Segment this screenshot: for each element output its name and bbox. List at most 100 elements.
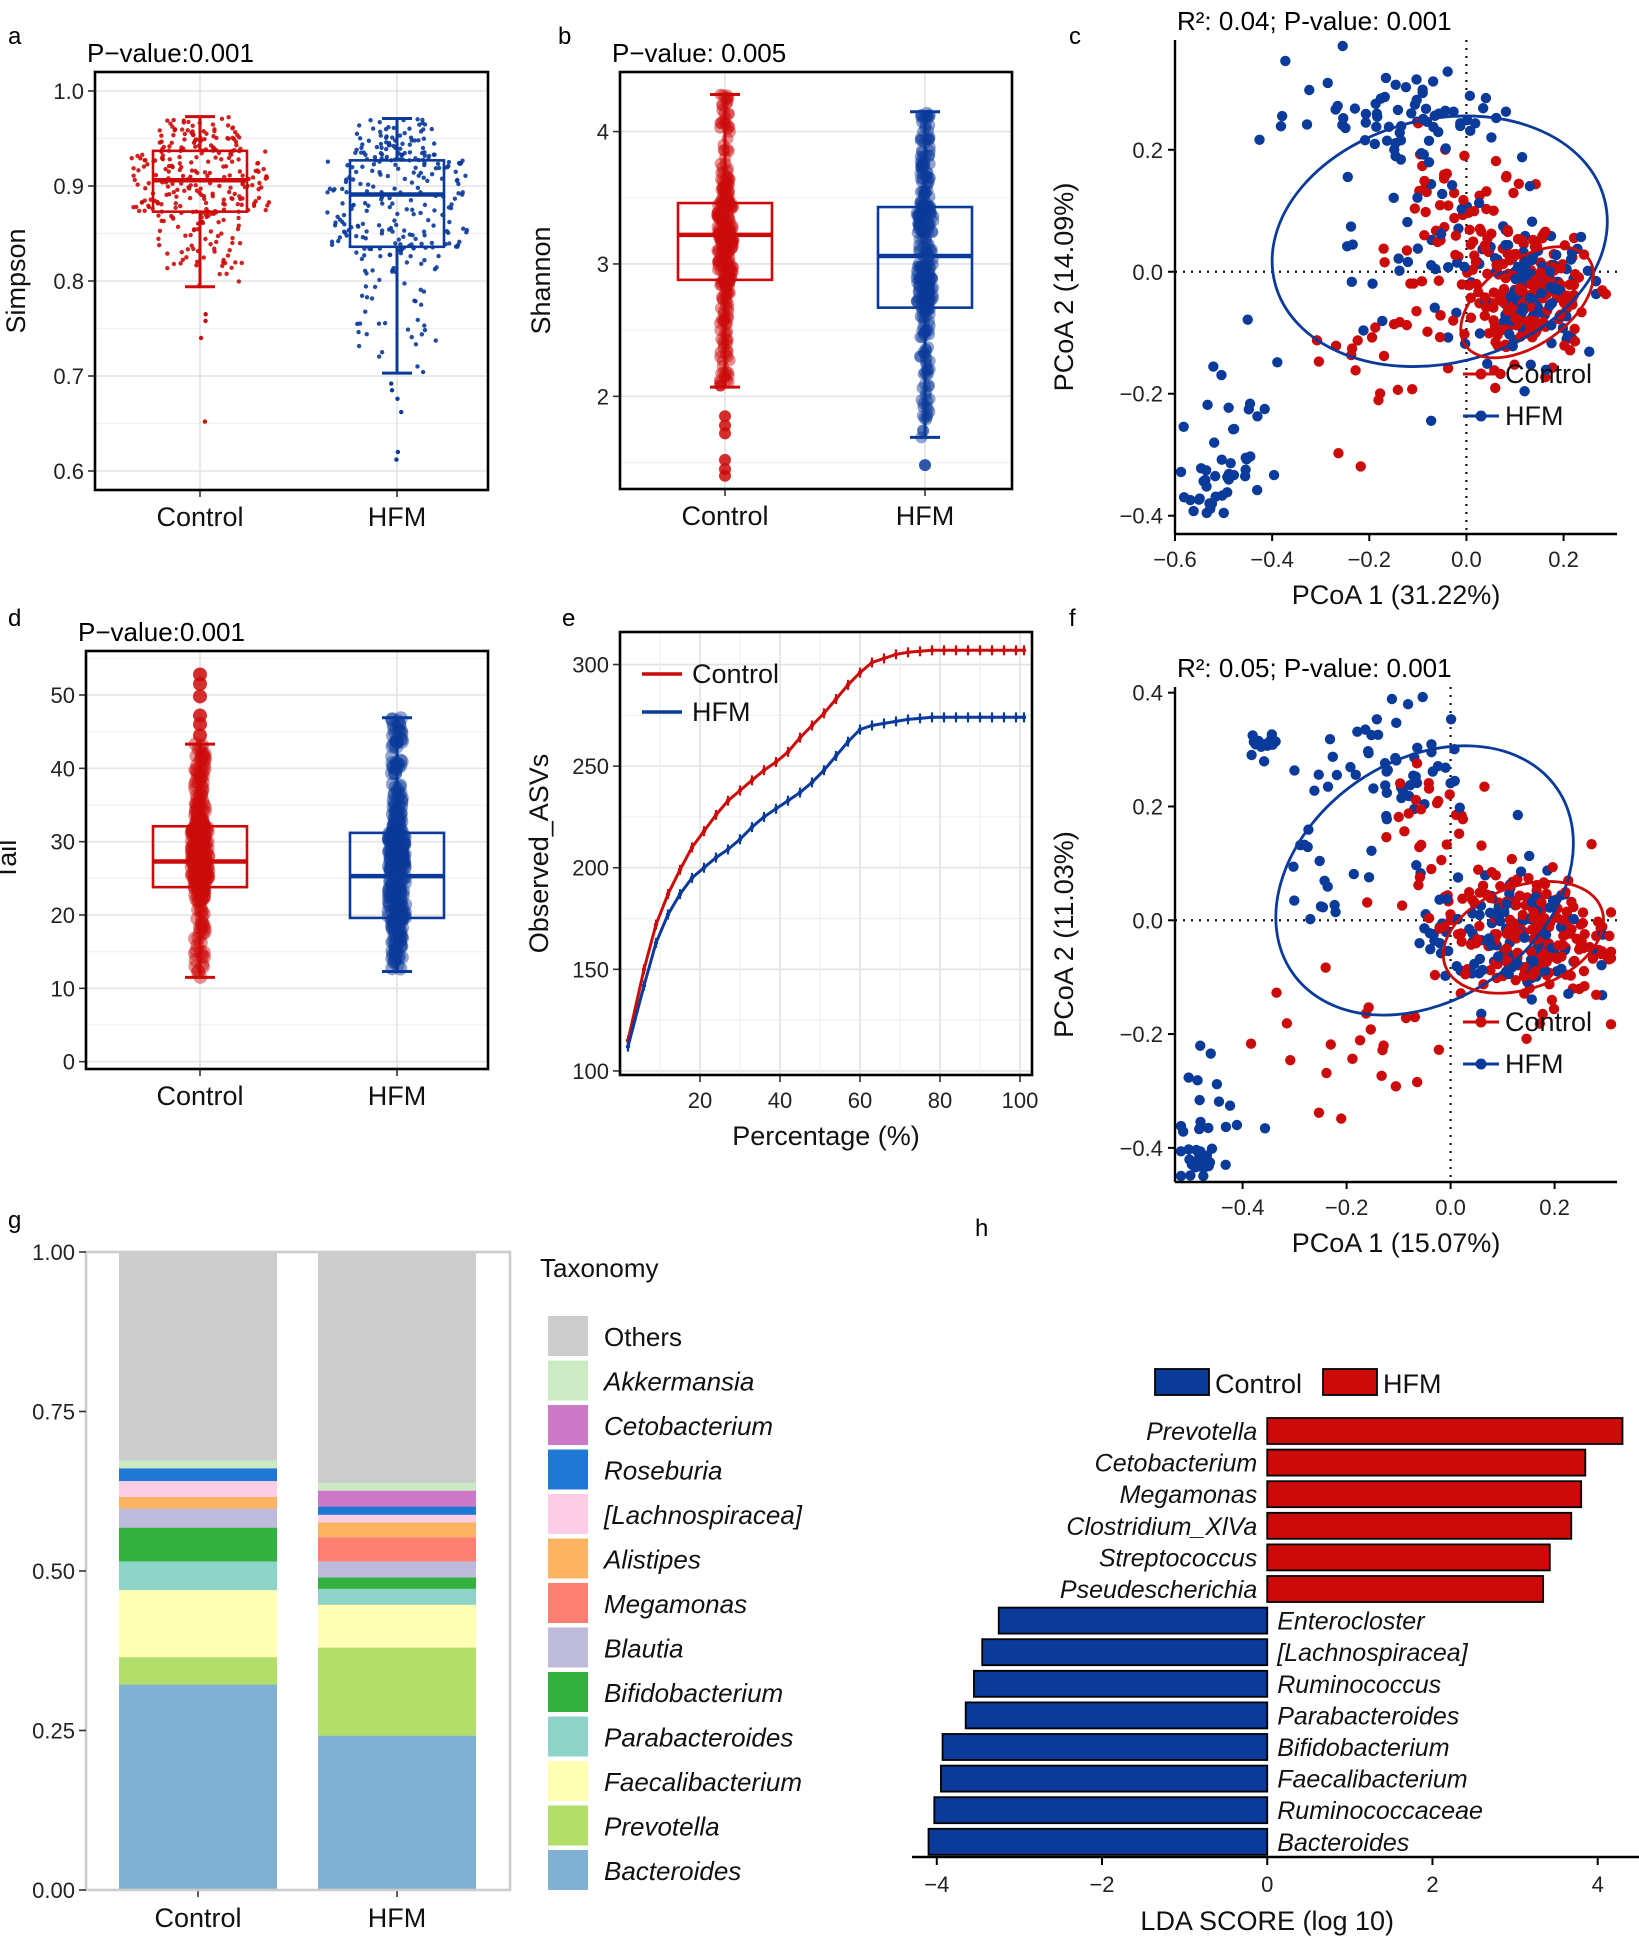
data-point (397, 836, 412, 851)
data-point (142, 208, 147, 213)
data-point (716, 237, 729, 250)
data-point (417, 122, 422, 127)
point-hfm (1288, 861, 1299, 872)
point-hfm (1516, 151, 1528, 163)
box-series-control (129, 114, 272, 424)
point-control (1388, 318, 1400, 330)
panel-e: e 100 150 200 250 300 20 40 60 80 100 Percentage (%… (524, 605, 1038, 1151)
point-control (1456, 279, 1468, 290)
data-point (927, 210, 940, 223)
data-point (921, 218, 934, 231)
y-tick-label: 0.8 (53, 269, 84, 294)
data-point (717, 234, 730, 247)
legend-label-prevotella: Prevotella (604, 1812, 720, 1842)
point-hfm (1452, 872, 1464, 883)
point-control (1498, 283, 1510, 295)
data-point (419, 241, 424, 246)
data-point (395, 849, 410, 864)
legend-swatch-others (548, 1316, 588, 1356)
data-point (397, 133, 403, 138)
data-point (920, 257, 933, 270)
point-control (1486, 867, 1497, 878)
plot-title: P−value: 0.005 (612, 38, 786, 68)
data-point (922, 288, 935, 301)
data-point (718, 249, 731, 262)
data-point (711, 210, 724, 223)
data-point (205, 173, 210, 179)
data-point (164, 192, 169, 197)
point-control (1515, 283, 1526, 294)
data-point (214, 239, 219, 245)
data-point (720, 223, 733, 236)
data-point (235, 201, 240, 207)
data-point (196, 863, 211, 878)
data-point (378, 141, 384, 147)
data-point (191, 834, 206, 849)
outlier-point (919, 459, 931, 472)
data-point (193, 183, 198, 188)
data-point (410, 233, 415, 238)
data-point (408, 197, 414, 203)
data-point (374, 144, 380, 150)
data-point (912, 291, 925, 304)
point-hfm (1315, 901, 1327, 912)
data-point (926, 258, 939, 271)
point-hfm (1565, 254, 1577, 265)
point-control (1422, 326, 1433, 337)
data-point (360, 142, 365, 147)
point-control (1508, 187, 1519, 199)
point-control (1473, 864, 1484, 875)
data-point (156, 213, 161, 218)
data-point (395, 846, 410, 861)
data-point (192, 866, 207, 881)
data-point (188, 869, 203, 884)
data-point (180, 257, 186, 262)
data-point (131, 166, 136, 171)
data-point (211, 134, 216, 139)
data-point (383, 862, 398, 877)
data-point (395, 840, 410, 855)
x-tick-label: −2 (1089, 1872, 1114, 1897)
data-point (397, 830, 412, 845)
legend-label-hfm: HFM (1383, 1369, 1441, 1399)
data-point (713, 855, 719, 860)
data-point (202, 170, 208, 175)
data-point (191, 845, 206, 860)
y-tick-label: −0.4 (1120, 504, 1163, 529)
data-point (404, 207, 409, 212)
data-point (916, 311, 929, 324)
data-point (163, 166, 168, 172)
data-point (413, 342, 419, 347)
data-point (722, 263, 735, 276)
data-point (926, 288, 939, 301)
point-hfm (1254, 134, 1265, 145)
data-point (921, 271, 934, 284)
point-hfm (1201, 507, 1212, 519)
data-point (360, 164, 365, 170)
data-point (226, 155, 232, 161)
data-point (432, 208, 437, 213)
data-point (191, 839, 206, 854)
data-point (941, 715, 947, 720)
y-tick-label: 0.0 (1132, 260, 1163, 285)
data-point (384, 844, 399, 859)
panel-g: g Control HFM 0.00 0.25 0.50 0.75 1.00 Taxonomy O… (8, 1207, 803, 1933)
data-point (378, 253, 383, 259)
data-point (189, 160, 194, 165)
data-point (212, 127, 217, 132)
data-point (918, 240, 931, 253)
point-control (1558, 930, 1569, 942)
lda-bar-parabacteroides (964, 1701, 1269, 1730)
legend-swatch-parabacteroides (548, 1716, 588, 1757)
y-tick-label: 250 (572, 754, 609, 779)
point-hfm (1433, 126, 1444, 138)
plot-title: R²: 0.04; P-value: 0.001 (1177, 6, 1452, 36)
panel-label-g: g (8, 1207, 21, 1234)
data-point (422, 122, 428, 127)
data-point (431, 141, 437, 146)
data-point (207, 170, 213, 176)
stack-segment-prevotella (318, 1647, 476, 1736)
data-point (199, 192, 204, 198)
data-point (189, 837, 204, 852)
y-tick-label: 0.9 (53, 174, 84, 199)
